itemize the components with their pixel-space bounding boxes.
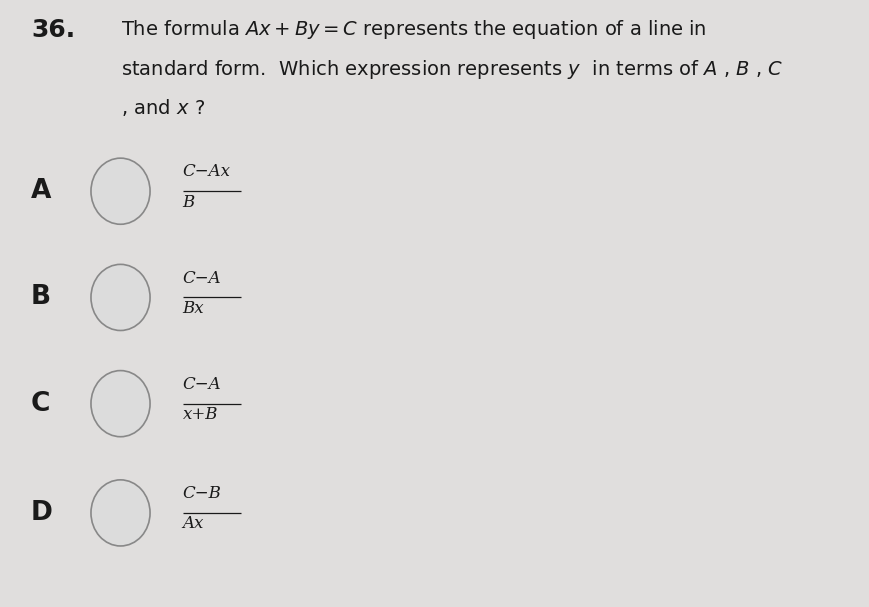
Text: C−Ax: C−Ax <box>182 163 230 180</box>
Ellipse shape <box>91 265 149 330</box>
Text: C−A: C−A <box>182 270 221 287</box>
Text: x+B: x+B <box>182 406 218 423</box>
Text: Bx: Bx <box>182 300 204 317</box>
Ellipse shape <box>91 371 149 436</box>
Text: standard form.  Which expression represents $y$  in terms of $A$ , $B$ , $C$: standard form. Which expression represen… <box>121 58 782 81</box>
Text: Ax: Ax <box>182 515 204 532</box>
Text: C−B: C−B <box>182 485 222 502</box>
Text: C−A: C−A <box>182 376 221 393</box>
Text: B: B <box>182 194 195 211</box>
Text: A: A <box>31 178 51 204</box>
Text: D: D <box>31 500 53 526</box>
Text: B: B <box>31 285 51 310</box>
Ellipse shape <box>91 480 149 546</box>
Text: , and $x$ ?: , and $x$ ? <box>121 97 204 118</box>
Text: The formula $Ax + By = C$ represents the equation of a line in: The formula $Ax + By = C$ represents the… <box>121 18 706 41</box>
Ellipse shape <box>91 158 149 224</box>
Text: 36.: 36. <box>31 18 75 42</box>
Text: C: C <box>31 391 50 416</box>
